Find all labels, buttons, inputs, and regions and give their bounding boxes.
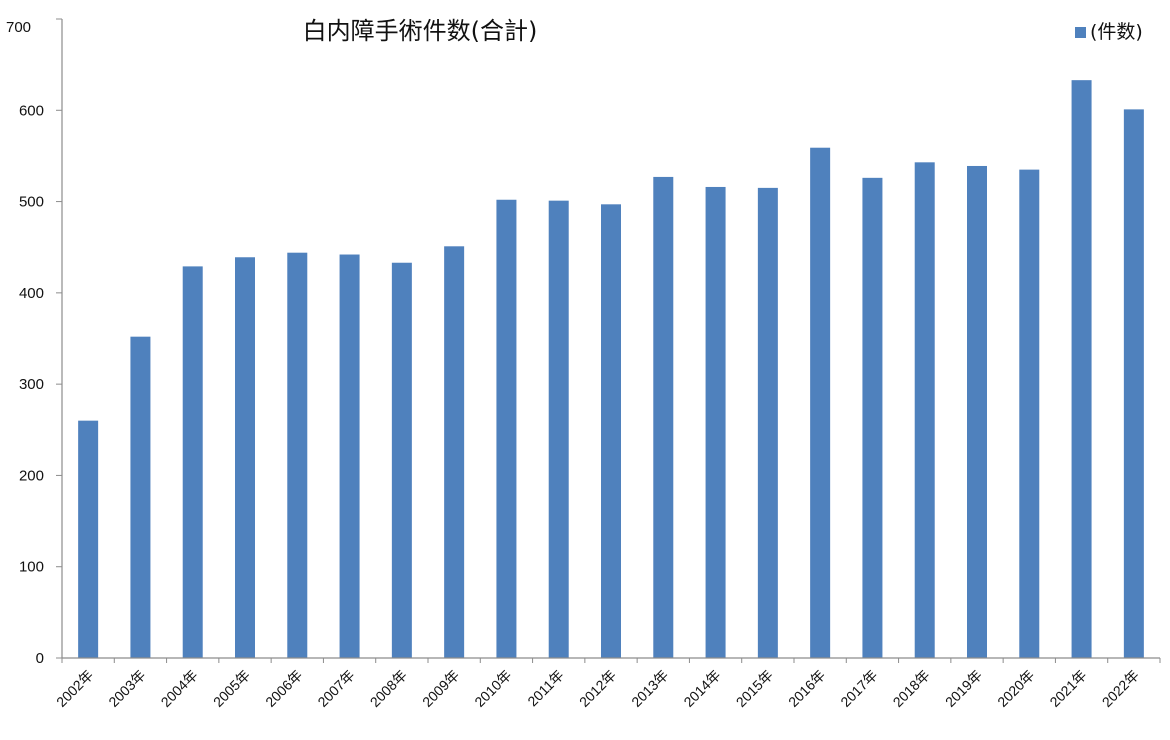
bar: [601, 204, 621, 658]
x-tick-label: 2011年: [524, 667, 567, 710]
y-axis: 0 100 200 300 400 500 600 700: [6, 18, 63, 667]
x-tick-label: 2002年: [53, 667, 96, 710]
x-tick-label: 2012年: [576, 667, 619, 710]
bar: [130, 336, 151, 658]
bar: [967, 165, 987, 658]
x-tick-label: 2009年: [419, 667, 462, 710]
bar: [1123, 109, 1144, 658]
x-tick-label: 2010年: [471, 667, 514, 710]
x-tick-label: 2006年: [262, 667, 305, 710]
bar: [653, 176, 674, 658]
bar: [391, 262, 412, 658]
x-tick-label: 2007年: [314, 667, 357, 710]
y-tick-label: 400: [19, 285, 44, 302]
y-tick-label: 300: [19, 376, 44, 393]
x-tick-label: 2015年: [733, 667, 776, 710]
x-tick-label: 2008年: [367, 667, 410, 710]
y-tick-label: 100: [19, 559, 44, 576]
x-tick-label: 2019年: [942, 667, 985, 710]
y-tick-label: 200: [19, 467, 44, 484]
bar: [444, 246, 465, 658]
legend-swatch: [1075, 27, 1086, 38]
x-tick-label: 2003年: [105, 667, 148, 710]
legend: (件数): [1075, 21, 1143, 43]
x-tick-label: 2020年: [994, 667, 1037, 710]
bar: [914, 162, 935, 658]
bars: [78, 80, 1144, 659]
chart-title: 白内障手術件数(合計): [303, 17, 538, 45]
bar: [78, 420, 99, 658]
bar: [235, 257, 255, 658]
bar: [1019, 169, 1040, 658]
bar: [862, 177, 883, 658]
x-tick-label: 2022年: [1099, 667, 1142, 710]
x-tick-label: 2014年: [680, 667, 723, 710]
y-tick-label: 0: [36, 650, 44, 667]
bar: [496, 199, 517, 658]
bar: [548, 200, 569, 658]
bar: [1071, 80, 1092, 658]
y-tick-label: 500: [19, 194, 44, 211]
bar: [810, 147, 831, 658]
x-tick-label: 2018年: [890, 667, 933, 710]
bar: [182, 266, 203, 658]
x-tick-label: 2017年: [837, 667, 880, 710]
bar: [705, 186, 726, 659]
y-tick-label: 700: [6, 19, 31, 36]
x-tick-label: 2004年: [158, 667, 201, 710]
legend-label: (件数): [1090, 21, 1143, 43]
y-tick-label: 600: [19, 102, 44, 119]
bar: [757, 187, 778, 658]
x-tick-label: 2016年: [785, 667, 828, 710]
bar: [287, 252, 308, 659]
x-tick-label: 2013年: [628, 667, 671, 710]
x-tick-label: 2005年: [210, 667, 253, 710]
bar: [339, 254, 360, 658]
x-tick-label: 2021年: [1046, 667, 1089, 710]
x-axis: 2002年 2003年 2004年 2005年 2006年 2007年 2008年 2009年…: [53, 657, 1161, 710]
